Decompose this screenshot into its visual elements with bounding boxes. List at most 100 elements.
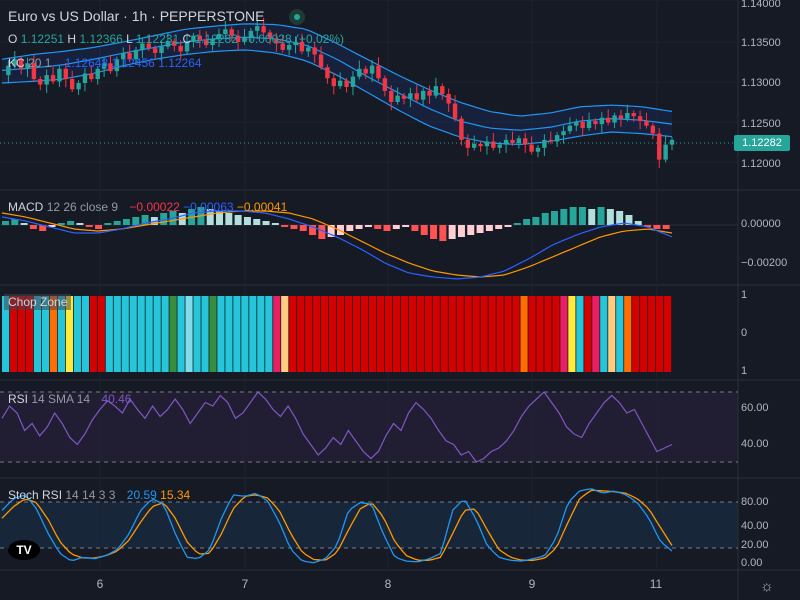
chop-zone-bar bbox=[17, 296, 26, 372]
chop-zone-legend[interactable]: Chop Zone bbox=[4, 294, 72, 310]
candle-body bbox=[554, 135, 560, 142]
candle-body bbox=[101, 63, 107, 69]
candle-body bbox=[127, 52, 132, 60]
chop-zone-bar bbox=[616, 296, 624, 372]
candle-body bbox=[267, 32, 273, 39]
candle-body bbox=[503, 139, 509, 145]
rsi-band-fill bbox=[0, 392, 738, 462]
chop-zone-bar bbox=[440, 296, 448, 372]
chop-zone-bar bbox=[321, 296, 329, 372]
candle-body bbox=[38, 79, 43, 85]
chop-zone-bar bbox=[640, 296, 648, 372]
rsi-tick: 60.00 bbox=[741, 402, 769, 414]
macd-histogram-bar bbox=[374, 225, 382, 229]
candle-body bbox=[203, 39, 209, 46]
settings-gear-icon[interactable]: ☼ bbox=[760, 578, 774, 595]
macd-histogram-bar bbox=[141, 215, 149, 225]
chop-zone-bar bbox=[432, 296, 440, 372]
chop-zone-bar bbox=[568, 296, 576, 372]
macd-histogram-bar bbox=[309, 225, 317, 235]
symbol-title[interactable]: Euro vs US Dollar · 1h · PEPPERSTONE bbox=[8, 8, 265, 24]
candle-body bbox=[306, 47, 311, 52]
chop-zone-bar bbox=[504, 296, 512, 372]
candle-body bbox=[152, 48, 158, 53]
kc-upper-value: 1.12648 bbox=[64, 56, 109, 70]
chop-zone-bar bbox=[305, 296, 313, 372]
close-value: 1.12282 bbox=[194, 32, 238, 46]
chop-zone-bar bbox=[488, 296, 496, 372]
chop-zone-bar bbox=[25, 296, 34, 372]
candle-body bbox=[452, 103, 458, 119]
candle-body bbox=[146, 43, 151, 49]
high-value: 1.12366 bbox=[79, 32, 123, 46]
candle-body bbox=[255, 26, 260, 31]
rsi-legend[interactable]: RSI 14 SMA 14 40.46 bbox=[8, 392, 131, 406]
chop-zone-bar bbox=[344, 296, 353, 372]
chop-zone-bar bbox=[33, 296, 42, 372]
chop-zone-bar bbox=[464, 296, 472, 372]
chop-zone-bar bbox=[480, 296, 488, 372]
candle-body bbox=[382, 78, 388, 91]
macd-histogram-bar bbox=[560, 209, 568, 225]
macd-histogram-bar bbox=[392, 225, 400, 229]
stoch-k-value: 20.59 bbox=[126, 488, 157, 502]
time-tick: 8 bbox=[384, 577, 392, 591]
chop-zone-bar bbox=[384, 296, 393, 372]
chop-zone-bar bbox=[177, 296, 185, 372]
candle-body bbox=[650, 125, 656, 134]
macd-histogram-bar bbox=[578, 207, 586, 225]
price-tick: 1.12000 bbox=[741, 158, 781, 170]
stoch-name: Stoch RSI bbox=[8, 488, 63, 502]
candle-body bbox=[663, 144, 668, 160]
time-tick: 11 bbox=[649, 577, 663, 591]
stoch-tick: 20.00 bbox=[741, 539, 769, 551]
stoch-rsi-legend[interactable]: Stoch RSI 14 14 3 3 20.59 15.34 bbox=[8, 488, 190, 502]
candle-body bbox=[223, 29, 228, 35]
macd-histogram-bar bbox=[616, 211, 624, 225]
candle-body bbox=[89, 73, 94, 80]
candle-body bbox=[242, 37, 247, 42]
macd-legend[interactable]: MACD 12 26 close 9 −0.00022 −0.00063 −0.… bbox=[8, 200, 287, 214]
macd-histogram-bar bbox=[606, 209, 614, 225]
chop-zone-bar bbox=[576, 296, 584, 372]
candle-body bbox=[6, 65, 11, 76]
chop-zone-bar bbox=[129, 296, 137, 372]
candle-body bbox=[197, 35, 203, 40]
candle-body bbox=[286, 45, 292, 50]
candle-body bbox=[465, 139, 471, 148]
tradingview-logo[interactable]: TV bbox=[8, 540, 40, 560]
chop-zone-bar bbox=[352, 296, 361, 372]
macd-histogram-bar bbox=[476, 225, 484, 233]
chop-zone-bar bbox=[9, 296, 18, 372]
chop-tick: 1 bbox=[741, 365, 748, 377]
chop-zone-bar bbox=[337, 296, 345, 372]
macd-histogram-bar bbox=[262, 221, 270, 225]
macd-histogram-bar bbox=[532, 217, 540, 225]
chop-zone-bar bbox=[313, 296, 321, 372]
candle-body bbox=[523, 138, 528, 145]
chop-zone-bar bbox=[400, 296, 408, 372]
macd-histogram-bar bbox=[383, 225, 391, 231]
macd-histogram-bar bbox=[318, 225, 326, 239]
candle-body bbox=[50, 75, 56, 82]
stoch-tick: 0.00 bbox=[741, 557, 763, 569]
kc-legend[interactable]: KC 20 1 1.12648 1.12456 1.12264 bbox=[8, 56, 202, 70]
macd-histogram-bar bbox=[402, 225, 410, 227]
chop-zone-bar bbox=[105, 296, 113, 372]
macd-histogram-bar bbox=[346, 225, 354, 231]
macd-histogram-bar bbox=[132, 217, 140, 225]
candle-body bbox=[580, 121, 585, 129]
candle-body bbox=[586, 120, 592, 129]
candle-body bbox=[599, 117, 605, 125]
candle-body bbox=[535, 147, 541, 152]
candle-body bbox=[593, 120, 598, 125]
macd-histogram-bar bbox=[216, 211, 224, 225]
chop-zone-bar bbox=[528, 296, 536, 372]
macd-histogram-bar bbox=[634, 221, 642, 225]
candle-body bbox=[389, 90, 394, 102]
chop-zone-bar bbox=[89, 296, 97, 372]
candle-body bbox=[184, 41, 190, 52]
time-tick: 6 bbox=[96, 577, 104, 591]
chop-zone-bar bbox=[281, 296, 289, 372]
